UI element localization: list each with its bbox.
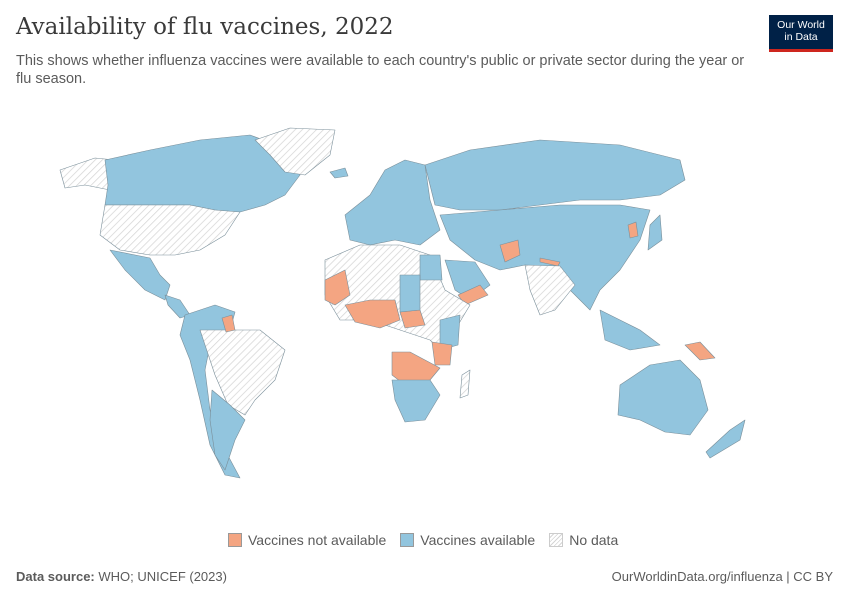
page-title: Availability of flu vaccines, 2022	[16, 14, 394, 40]
legend-item-available[interactable]: Vaccines available	[400, 532, 535, 548]
legend-swatch-hatched	[549, 533, 564, 547]
region-argentina[interactable]	[209, 389, 246, 471]
source-value[interactable]: WHO; UNICEF (2023)	[98, 569, 227, 584]
data-source: Data source: WHO; UNICEF (2023)	[16, 569, 227, 584]
legend-swatch-blue	[400, 533, 415, 547]
owid-logo[interactable]: Our World in Data	[769, 15, 833, 52]
region-west-africa-unavailable[interactable]	[344, 299, 401, 329]
legend-label: Vaccines available	[420, 532, 536, 548]
legend-label: Vaccines not available	[248, 532, 387, 548]
region-east-africa[interactable]	[439, 314, 461, 351]
region-madagascar[interactable]	[459, 369, 471, 399]
region-southeast-asia[interactable]	[599, 309, 661, 351]
region-europe[interactable]	[344, 159, 441, 246]
region-guyana[interactable]	[221, 314, 236, 333]
region-mauritania-mali[interactable]	[324, 269, 351, 306]
legend-swatch-orange	[228, 533, 242, 547]
region-southern-africa[interactable]	[391, 379, 441, 423]
region-asia[interactable]	[439, 204, 651, 311]
region-sudan[interactable]	[399, 274, 421, 313]
source-label: Data source:	[16, 569, 95, 584]
legend: Vaccines not available Vaccines availabl…	[228, 532, 618, 548]
region-australia[interactable]	[617, 359, 709, 436]
region-north-korea[interactable]	[627, 221, 639, 239]
region-brazil[interactable]	[199, 329, 286, 416]
logo-line-2: in Data	[784, 31, 818, 43]
region-papua-new-guinea[interactable]	[684, 341, 716, 361]
region-greenland[interactable]	[254, 127, 336, 176]
region-russia[interactable]	[424, 139, 686, 211]
legend-label: No data	[569, 532, 619, 548]
legend-item-no-data[interactable]: No data	[549, 532, 618, 548]
region-new-zealand[interactable]	[705, 419, 746, 459]
world-map	[59, 127, 746, 479]
region-tanzania[interactable]	[431, 341, 453, 366]
region-mexico[interactable]	[109, 249, 171, 301]
region-india[interactable]	[524, 264, 576, 316]
region-egypt[interactable]	[419, 254, 443, 281]
logo-line-1: Our World	[777, 19, 825, 31]
region-iceland[interactable]	[329, 167, 349, 179]
footer-link[interactable]: OurWorldinData.org/influenza | CC BY	[611, 569, 833, 584]
region-usa[interactable]	[99, 204, 241, 256]
region-japan[interactable]	[647, 214, 663, 251]
page-subtitle: This shows whether influenza vaccines we…	[16, 53, 745, 87]
legend-item-not-available[interactable]: Vaccines not available	[228, 532, 386, 548]
region-afghanistan[interactable]	[499, 239, 521, 263]
